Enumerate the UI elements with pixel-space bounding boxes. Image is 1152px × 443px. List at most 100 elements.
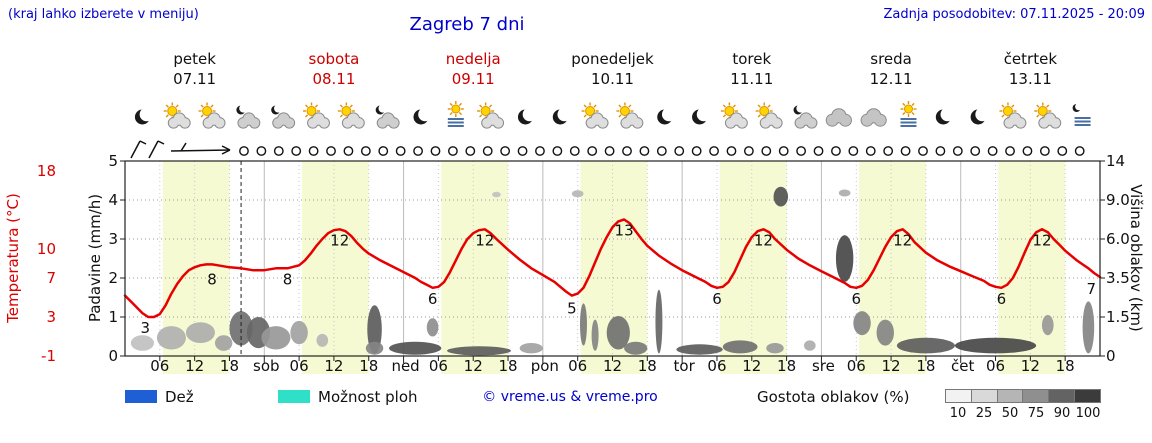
svg-text:6: 6 <box>997 290 1007 308</box>
cloud-icon <box>860 108 887 127</box>
svg-text:1.5: 1.5 <box>1106 308 1130 326</box>
density-swatch-75 <box>1022 390 1049 402</box>
sun-cloud-icon <box>303 102 330 129</box>
svg-text:12: 12 <box>754 231 773 249</box>
svg-text:06: 06 <box>429 357 448 375</box>
svg-text:06: 06 <box>568 357 587 375</box>
temperature-value-labels: 3 8 8 12 6 12 5 13 6 12 6 12 6 12 7 <box>141 222 1097 338</box>
svg-text:-1: -1 <box>41 347 56 365</box>
cloud-icon <box>825 108 852 127</box>
last-updated: Zadnja posodobitev: 07.11.2025 - 20:09 <box>883 7 1145 22</box>
svg-text:13: 13 <box>615 222 634 240</box>
svg-text:0: 0 <box>1106 347 1116 365</box>
moon-icon <box>134 107 154 125</box>
copyright-link[interactable]: © vreme.us & vreme.pro <box>482 389 658 405</box>
svg-text:12: 12 <box>1032 231 1051 249</box>
moon-icon <box>517 107 537 125</box>
svg-text:12: 12 <box>1021 357 1040 375</box>
svg-text:12: 12 <box>464 357 483 375</box>
svg-text:petek: petek <box>173 50 216 68</box>
cloud-density-label: Gostota oblakov (%) <box>757 388 910 406</box>
svg-text:12: 12 <box>185 357 204 375</box>
svg-text:10: 10 <box>37 240 56 258</box>
svg-text:06: 06 <box>847 357 866 375</box>
cloud-layer <box>130 186 1095 356</box>
svg-text:07.11: 07.11 <box>173 70 216 88</box>
fog-icon <box>1072 102 1091 126</box>
showers-legend-label: Možnost ploh <box>318 388 418 406</box>
svg-text:12: 12 <box>893 231 912 249</box>
fog-sun-icon <box>447 101 464 127</box>
moon-icon <box>935 107 955 125</box>
sun-cloud-icon <box>1034 102 1062 129</box>
cloud-density-ticks: 10 25 50 75 90 100 <box>945 406 1101 421</box>
density-swatch-25 <box>970 390 997 402</box>
svg-text:12: 12 <box>324 357 343 375</box>
rain-legend-label: Dež <box>165 388 194 406</box>
svg-text:12: 12 <box>603 357 622 375</box>
svg-text:sob: sob <box>253 357 280 375</box>
chart-frame <box>120 160 1105 363</box>
svg-text:08.11: 08.11 <box>312 70 355 88</box>
svg-text:5: 5 <box>567 300 577 318</box>
svg-text:6: 6 <box>851 290 861 308</box>
sun-cloud-icon <box>477 102 505 129</box>
svg-text:3.5: 3.5 <box>1106 269 1130 287</box>
day-headers: petek 07.11 sobota 08.11 nedelja 09.11 ponedel… <box>173 50 1057 88</box>
svg-text:10.11: 10.11 <box>591 70 634 88</box>
svg-text:06: 06 <box>150 357 169 375</box>
svg-text:6: 6 <box>428 290 438 308</box>
fog-sun-icon <box>900 101 917 127</box>
density-tick: 75 <box>1027 406 1045 421</box>
cloud-density-scale <box>945 389 1101 403</box>
svg-text:12: 12 <box>742 357 761 375</box>
svg-text:12: 12 <box>330 231 349 249</box>
svg-text:3: 3 <box>141 319 151 337</box>
temperature-curve <box>123 218 1102 319</box>
svg-text:18: 18 <box>220 357 239 375</box>
svg-text:09.11: 09.11 <box>452 70 495 88</box>
svg-text:7: 7 <box>46 269 56 287</box>
svg-text:četrtek: četrtek <box>1004 50 1058 68</box>
sun-cloud-icon <box>999 102 1027 129</box>
svg-text:6.0: 6.0 <box>1106 230 1130 248</box>
rain-legend-swatch <box>125 390 157 403</box>
moon-cloud-icon <box>793 104 818 129</box>
moon-cloud-icon <box>236 104 261 129</box>
svg-text:18: 18 <box>498 357 517 375</box>
svg-text:06: 06 <box>707 357 726 375</box>
showers-legend-swatch <box>278 390 310 403</box>
svg-text:18: 18 <box>638 357 657 375</box>
sun-cloud-icon <box>163 102 191 129</box>
svg-text:4: 4 <box>108 191 118 209</box>
svg-text:6: 6 <box>712 290 722 308</box>
svg-text:ned: ned <box>391 357 419 375</box>
density-swatch-50 <box>996 390 1023 402</box>
svg-text:9.0: 9.0 <box>1106 191 1130 209</box>
location-hint: (kraj lahko izberete v meniju) <box>8 7 199 22</box>
svg-text:18: 18 <box>37 162 56 180</box>
moon-icon <box>413 107 433 125</box>
svg-text:3: 3 <box>46 308 56 326</box>
svg-text:1: 1 <box>108 308 118 326</box>
svg-text:18: 18 <box>1056 357 1075 375</box>
svg-text:06: 06 <box>986 357 1005 375</box>
svg-text:14: 14 <box>1106 152 1125 170</box>
svg-text:2: 2 <box>108 269 118 287</box>
wind-row <box>130 140 1085 159</box>
density-tick: 50 <box>1001 406 1019 421</box>
svg-text:sre: sre <box>812 357 835 375</box>
svg-text:torek: torek <box>732 50 771 68</box>
svg-text:06: 06 <box>290 357 309 375</box>
svg-text:8: 8 <box>207 270 217 288</box>
weather-icons-row <box>134 101 1091 129</box>
svg-text:13.11: 13.11 <box>1009 70 1052 88</box>
svg-text:18: 18 <box>916 357 935 375</box>
sun-cloud-icon <box>337 102 365 129</box>
sun-cloud-icon <box>198 102 226 129</box>
moon-cloud-icon <box>375 104 400 129</box>
page-title: Zagreb 7 dni <box>409 14 525 35</box>
density-tick: 90 <box>1053 406 1071 421</box>
svg-text:čet: čet <box>951 357 974 375</box>
